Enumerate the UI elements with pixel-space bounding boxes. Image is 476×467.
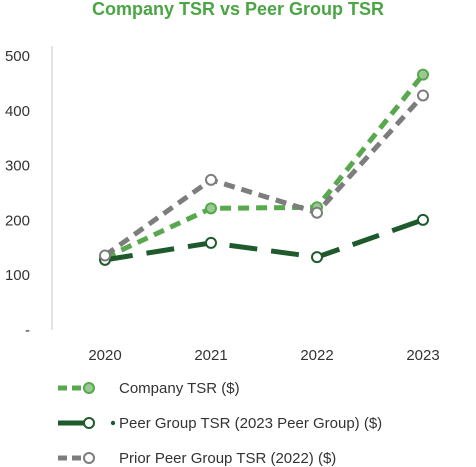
data-point — [311, 251, 323, 264]
x-axis-ticks: 2020 2021 2022 2023 — [88, 347, 439, 364]
series-line — [103, 93, 425, 258]
data-point — [99, 249, 111, 262]
data-point — [205, 202, 217, 215]
legend-swatch-dot — [110, 420, 116, 426]
x-tick-label: 2023 — [406, 347, 439, 364]
x-tick-label: 2021 — [194, 347, 227, 364]
series-layer — [99, 68, 429, 266]
x-tick-label: 2020 — [88, 347, 121, 364]
x-tick-label: 2022 — [300, 347, 333, 364]
legend-label: Prior Peer Group TSR (2022) ($) — [119, 450, 336, 467]
y-tick-label: 300 — [5, 158, 30, 175]
legend-swatch-marker — [83, 452, 95, 464]
legend-label: Peer Group TSR (2023 Peer Group) ($) — [119, 415, 382, 432]
legend: Company TSR ($) Peer Group TSR (2023 Peer… — [58, 380, 382, 467]
y-tick-label: 200 — [5, 212, 30, 229]
y-axis-ticks: - 100 200 300 400 500 — [5, 48, 30, 339]
y-tick-label: 400 — [5, 103, 30, 120]
series-line — [104, 217, 424, 263]
data-point — [205, 173, 217, 186]
data-point — [205, 236, 217, 249]
data-point — [417, 213, 429, 226]
data-point — [417, 68, 429, 81]
data-point — [311, 206, 323, 219]
series-line — [103, 73, 425, 260]
legend-swatch-marker — [83, 417, 95, 429]
y-tick-label: 100 — [5, 267, 30, 284]
legend-swatch-marker — [83, 382, 95, 394]
legend-label: Company TSR ($) — [119, 380, 240, 397]
y-tick-label: - — [25, 322, 30, 339]
chart-title: Company TSR vs Peer Group TSR — [91, 0, 385, 19]
y-tick-label: 500 — [5, 48, 30, 65]
data-point — [417, 89, 429, 102]
